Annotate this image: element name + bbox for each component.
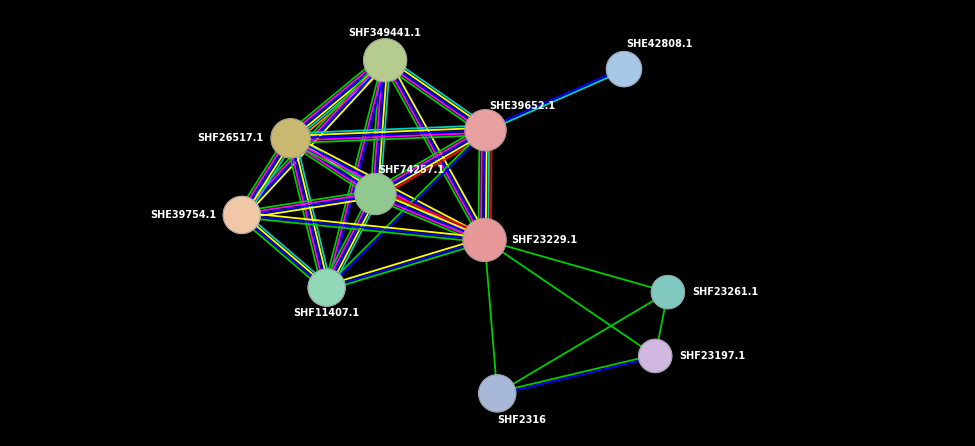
Ellipse shape — [355, 173, 396, 215]
Ellipse shape — [606, 52, 642, 87]
Text: SHF26517.1: SHF26517.1 — [197, 133, 263, 143]
Ellipse shape — [308, 269, 345, 306]
Ellipse shape — [223, 196, 260, 234]
Text: SHF11407.1: SHF11407.1 — [293, 308, 360, 318]
Text: SHF23261.1: SHF23261.1 — [692, 287, 759, 297]
Text: SHF74257.1: SHF74257.1 — [378, 165, 445, 175]
Text: SHE39754.1: SHE39754.1 — [150, 210, 216, 220]
Text: SHE42808.1: SHE42808.1 — [626, 39, 692, 49]
Ellipse shape — [463, 219, 506, 261]
Ellipse shape — [364, 39, 407, 82]
Text: SHF23197.1: SHF23197.1 — [680, 351, 746, 361]
Ellipse shape — [465, 110, 506, 151]
Ellipse shape — [271, 119, 310, 158]
Ellipse shape — [639, 339, 672, 372]
Ellipse shape — [651, 276, 684, 309]
Text: SHE39652.1: SHE39652.1 — [489, 101, 556, 111]
Text: SHF349441.1: SHF349441.1 — [349, 28, 421, 38]
Text: SHF2316: SHF2316 — [497, 415, 546, 425]
Text: SHF23229.1: SHF23229.1 — [511, 235, 577, 245]
Ellipse shape — [479, 375, 516, 412]
